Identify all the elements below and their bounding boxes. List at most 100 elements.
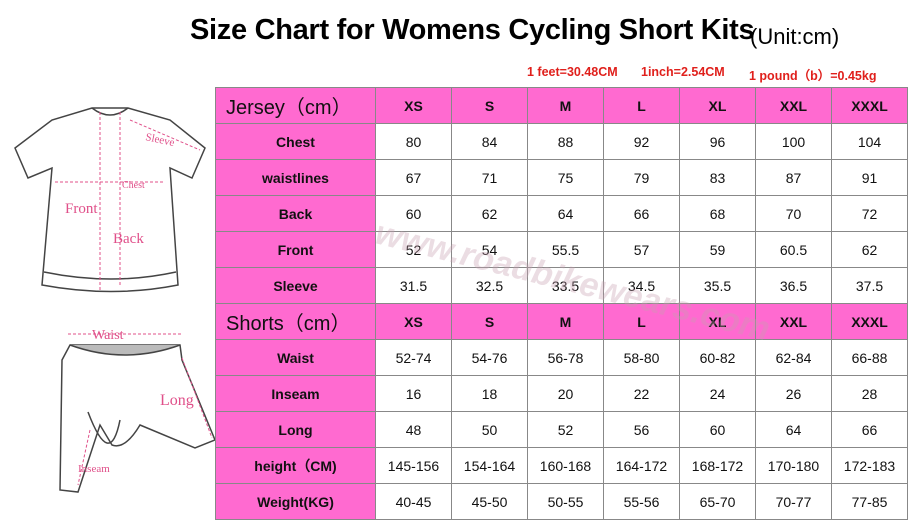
cell: XS [375, 303, 452, 340]
cell: 18 [451, 375, 528, 412]
cell: 80 [375, 123, 452, 160]
cell: M [527, 87, 604, 124]
cell: XXXL [831, 87, 908, 124]
cell: 33.5 [527, 267, 604, 304]
cell: 59 [679, 231, 756, 268]
header-row: Shorts（cm） XS S M L XL XXL XXXL [215, 303, 908, 340]
cell: XXXL [831, 303, 908, 340]
cell: 20 [527, 375, 604, 412]
cell: 70 [755, 195, 832, 232]
data-row: Waist 52-74 54-76 56-78 58-80 60-82 62-84 66-88 [215, 339, 908, 376]
cell: 100 [755, 123, 832, 160]
cell: 62 [451, 195, 528, 232]
cell: 50 [451, 411, 528, 448]
row-label: Chest [215, 123, 376, 160]
cell: 79 [603, 159, 680, 196]
row-label: Long [215, 411, 376, 448]
cell: 66 [831, 411, 908, 448]
cell: 50-55 [527, 483, 604, 520]
cell: 52 [527, 411, 604, 448]
cell: 52 [375, 231, 452, 268]
cell: 66 [603, 195, 680, 232]
row-label: Jersey（cm） [215, 87, 376, 124]
cell: 71 [451, 159, 528, 196]
cell: 77-85 [831, 483, 908, 520]
cell: 62 [831, 231, 908, 268]
cell: 70-77 [755, 483, 832, 520]
shorts-guides [68, 333, 213, 486]
cell: 37.5 [831, 267, 908, 304]
data-row: Chest 80 84 88 92 96 100 104 [215, 123, 908, 160]
row-label: Inseam [215, 375, 376, 412]
cell: 60.5 [755, 231, 832, 268]
cell: 168-172 [679, 447, 756, 484]
cell: 164-172 [603, 447, 680, 484]
cell: 22 [603, 375, 680, 412]
cell: 45-50 [451, 483, 528, 520]
note: 1 pound（b）=0.45kg [749, 69, 877, 83]
cell: 26 [755, 375, 832, 412]
cell: 31.5 [375, 267, 452, 304]
data-row: waistlines 67 71 75 79 83 87 91 [215, 159, 908, 196]
cell: 32.5 [451, 267, 528, 304]
cell: 54 [451, 231, 528, 268]
data-row: Inseam 16 18 20 22 24 26 28 [215, 375, 908, 412]
cell: 56-78 [527, 339, 604, 376]
cell: 24 [679, 375, 756, 412]
cell: 55.5 [527, 231, 604, 268]
cell: 28 [831, 375, 908, 412]
row-label: Front [215, 231, 376, 268]
cell: 104 [831, 123, 908, 160]
cell: 83 [679, 159, 756, 196]
cell: 67 [375, 159, 452, 196]
row-label: Shorts（cm） [215, 303, 376, 340]
row-label: height（CM) [215, 447, 376, 484]
label-chest: Chest [122, 180, 145, 191]
cell: XXL [755, 87, 832, 124]
cell: XXL [755, 303, 832, 340]
jersey-guides [55, 112, 201, 290]
cell: 58-80 [603, 339, 680, 376]
row-label: Waist [215, 339, 376, 376]
row-label: Back [215, 195, 376, 232]
cell: 84 [451, 123, 528, 160]
cell: 56 [603, 411, 680, 448]
label-sleeve: Sleeve [144, 131, 175, 149]
cell: XL [679, 87, 756, 124]
cell: 54-76 [451, 339, 528, 376]
cell: 55-56 [603, 483, 680, 520]
label-waist: Waist [92, 328, 124, 343]
cell: 154-164 [451, 447, 528, 484]
row-label: Sleeve [215, 267, 376, 304]
cell: 60 [679, 411, 756, 448]
jersey-outline [14, 107, 206, 293]
data-row: Front 52 54 55.5 57 59 60.5 62 [215, 231, 908, 268]
data-row: Back 60 62 64 66 68 70 72 [215, 195, 908, 232]
cell: 60 [375, 195, 452, 232]
note: 1 feet=30.48CM [527, 65, 618, 79]
cell: 52-74 [375, 339, 452, 376]
header-row: Jersey（cm） XS S M L XL XXL XXXL [215, 87, 908, 124]
cell: 65-70 [679, 483, 756, 520]
data-row: height（CM) 145-156 154-164 160-168 164-172 16… [215, 447, 908, 484]
cell: 68 [679, 195, 756, 232]
cell: L [603, 87, 680, 124]
cell: 72 [831, 195, 908, 232]
unit: (Unit:cm) [750, 24, 840, 49]
cell: XS [375, 87, 452, 124]
cell: 34.5 [603, 267, 680, 304]
cell: 66-88 [831, 339, 908, 376]
cell: 160-168 [527, 447, 604, 484]
data-row: Weight(KG) 40-45 45-50 50-55 55-56 65-70 70-77… [215, 483, 908, 520]
label-front: Front [65, 201, 98, 217]
cell: 87 [755, 159, 832, 196]
cell: S [451, 303, 528, 340]
cell: XL [679, 303, 756, 340]
row-label: Weight(KG) [215, 483, 376, 520]
row-label: waistlines [215, 159, 376, 196]
cell: 92 [603, 123, 680, 160]
cell: 64 [527, 195, 604, 232]
cell: 170-180 [755, 447, 832, 484]
illustrations: Sleeve Chest Front Back Waist Long Insea… [14, 107, 215, 493]
